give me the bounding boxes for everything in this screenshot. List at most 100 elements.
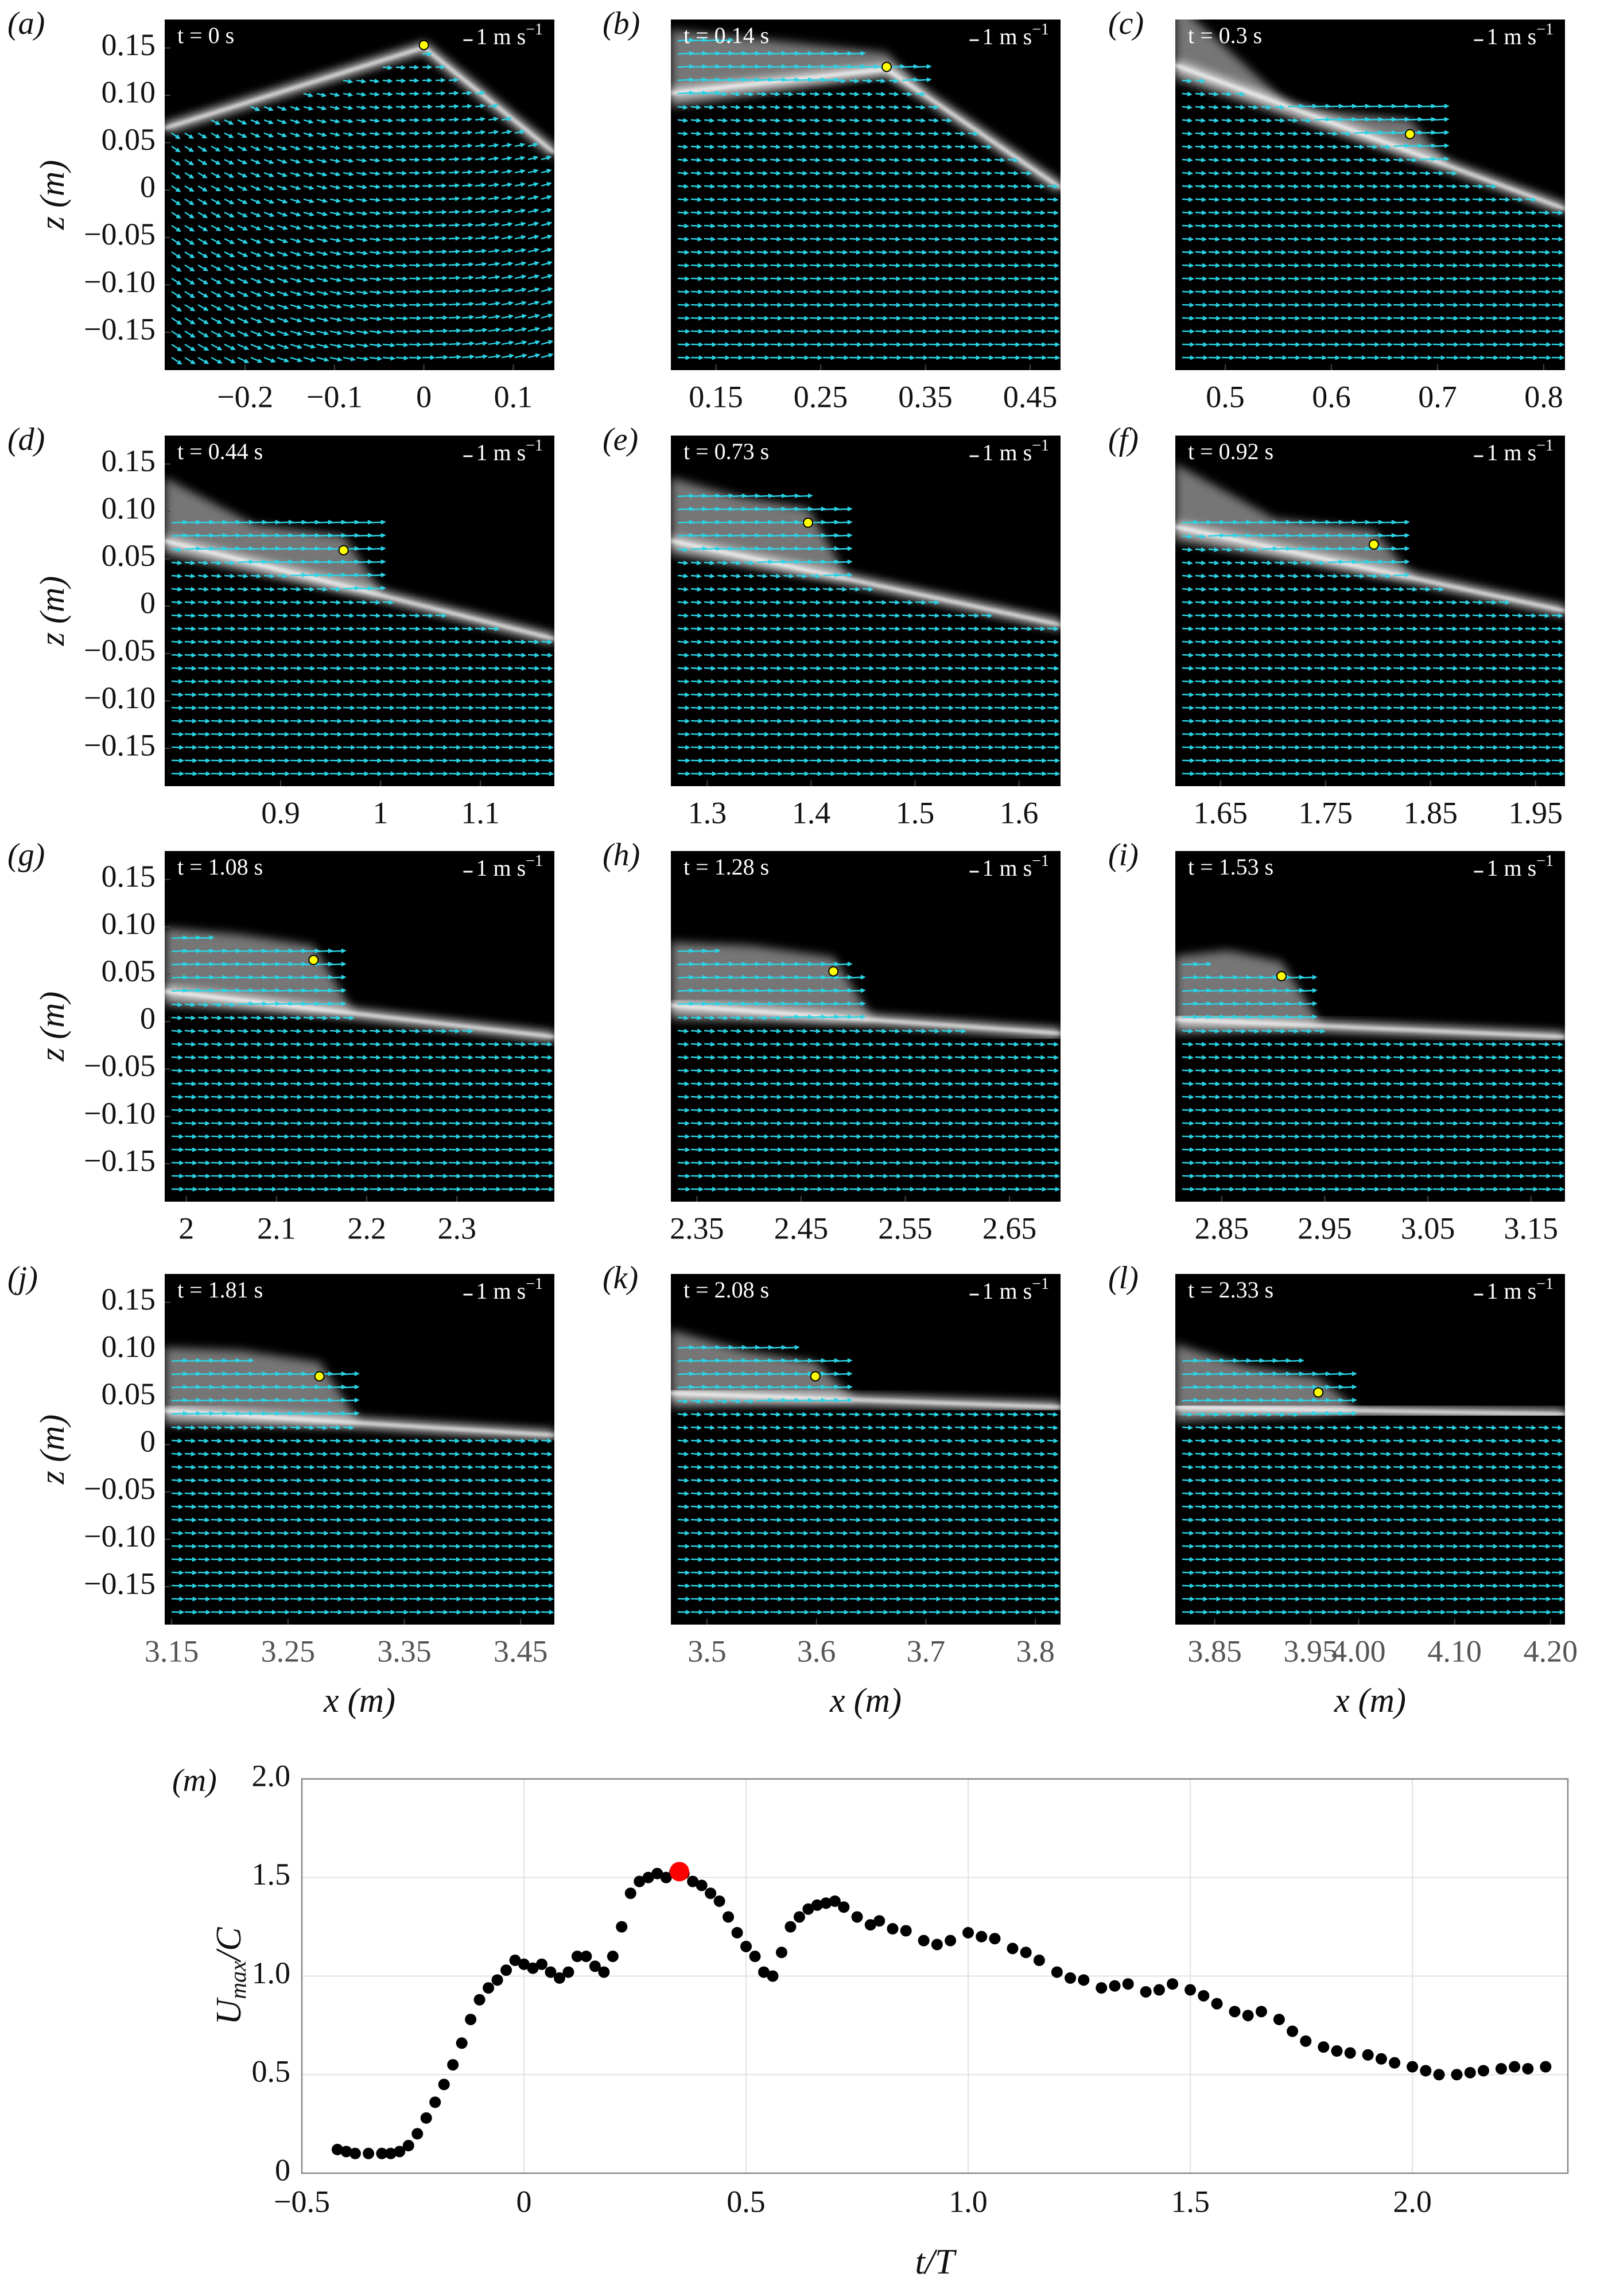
data-point <box>1242 2010 1254 2022</box>
data-point <box>651 1867 663 1879</box>
plot-frame <box>301 1778 1569 2174</box>
data-point <box>545 1966 557 1978</box>
highlight-point <box>669 1862 689 1882</box>
x-tick-label: 1 <box>373 795 389 830</box>
panel-label: (e) <box>603 422 638 457</box>
surface <box>671 539 1061 626</box>
data-point <box>1477 2065 1489 2077</box>
data-point <box>1287 2025 1299 2037</box>
velocity-vectors <box>1182 519 1565 776</box>
data-point <box>705 1887 717 1899</box>
surface <box>1175 64 1565 210</box>
data-point <box>713 1895 725 1907</box>
y-tick-label: −0.15 <box>84 312 156 346</box>
scale-text: 1 m s <box>982 24 1032 49</box>
data-point <box>696 1879 708 1891</box>
x-tick-label: 3.45 <box>494 1634 548 1668</box>
panel-image <box>165 436 554 786</box>
panel-image <box>671 851 1061 1202</box>
y-tick-label: −0.10 <box>84 1519 156 1553</box>
panel-label: (i) <box>1108 837 1139 873</box>
data-point <box>1362 2049 1374 2061</box>
data-point <box>456 2037 468 2049</box>
y-label-sub: max <box>225 1961 251 1999</box>
surface <box>1175 1406 1565 1416</box>
y-tick-label: −0.15 <box>84 1143 156 1178</box>
y-tick-label: −0.05 <box>84 217 156 251</box>
data-point <box>1420 2065 1432 2077</box>
x-tick-label: 2.3 <box>438 1211 477 1245</box>
data-point <box>1344 2047 1356 2059</box>
data-point <box>1051 1966 1063 1978</box>
y-tick-label: 1.0 <box>252 1956 291 1990</box>
scale-label: 1 m s−1 <box>1487 1275 1553 1304</box>
x-tick-label: 1.5 <box>896 795 935 830</box>
data-point <box>1255 2006 1267 2018</box>
whitewater <box>165 477 384 596</box>
data-point <box>864 1919 876 1931</box>
data-point <box>1065 1972 1077 1984</box>
data-point <box>562 1966 574 1978</box>
data-point <box>1109 1980 1121 1992</box>
panel-label: (m) <box>172 1763 217 1798</box>
x-tick-label: 1.95 <box>1509 795 1563 830</box>
x-tick-label: −0.2 <box>217 379 273 414</box>
data-point <box>607 1951 619 1963</box>
scale-label: 1 m s−1 <box>1487 437 1553 465</box>
panel-label: (g) <box>7 837 45 873</box>
data-point <box>900 1925 912 1937</box>
x-tick-label: 0 <box>516 2184 532 2219</box>
x-tick-label: 1.85 <box>1403 795 1458 830</box>
data-point <box>1375 2053 1387 2065</box>
data-point <box>518 1958 530 1970</box>
data-point <box>829 1895 841 1907</box>
x-tick-label: 4.10 <box>1427 1634 1482 1668</box>
image-background <box>1175 1274 1565 1625</box>
whitewater <box>1175 20 1450 167</box>
x-tick-label: 1.75 <box>1298 795 1353 830</box>
data-point <box>553 1972 565 1984</box>
data-point <box>447 2059 459 2071</box>
time-label: t = 1.53 s <box>1188 854 1273 880</box>
y-tick-label: 0 <box>140 586 156 620</box>
scale-text: 1 m s <box>1487 24 1537 49</box>
y-tick-label: 0.10 <box>102 491 156 525</box>
marker-point <box>1276 970 1287 981</box>
panel-image <box>1175 1274 1565 1625</box>
y-tick-label: −0.10 <box>84 1096 156 1130</box>
panel-image <box>671 20 1061 370</box>
surface <box>1175 525 1565 612</box>
data-point <box>740 1940 752 1952</box>
data-point <box>1211 1998 1223 2010</box>
scale-exponent: −1 <box>526 1275 543 1293</box>
data-point <box>420 2112 432 2124</box>
x-tick-label: 0.9 <box>261 795 300 830</box>
data-point <box>411 2128 424 2140</box>
scale-label: 1 m s−1 <box>982 437 1049 465</box>
y-tick-label: 0.15 <box>102 444 156 478</box>
data-point <box>465 2014 477 2026</box>
data-point <box>1540 2061 1552 2073</box>
scale-label: 1 m s−1 <box>476 852 543 881</box>
data-point <box>838 1901 850 1913</box>
velocity-vectors <box>677 1345 1061 1615</box>
scale-text: 1 m s <box>982 1278 1032 1304</box>
x-tick-label: 3.8 <box>1016 1634 1055 1668</box>
data-point <box>535 1958 547 1970</box>
image-background <box>165 20 554 370</box>
x-axis-label: x (m) <box>323 1681 395 1719</box>
panel-label: (j) <box>7 1260 38 1296</box>
data-point <box>1451 2069 1463 2081</box>
velocity-vectors <box>1182 1358 1565 1615</box>
x-tick-label: 0.5 <box>1206 379 1245 414</box>
x-tick-label: 3.15 <box>145 1634 199 1668</box>
data-point <box>758 1966 770 1978</box>
time-label: t = 0.92 s <box>1188 438 1273 464</box>
scale-exponent: −1 <box>1536 1275 1553 1293</box>
scale-label: 1 m s−1 <box>982 852 1049 881</box>
data-point <box>660 1871 672 1883</box>
data-point <box>376 2147 388 2159</box>
x-tick-label: 2.2 <box>347 1211 386 1245</box>
scale-text: 1 m s <box>982 440 1032 465</box>
data-point <box>363 2147 375 2159</box>
